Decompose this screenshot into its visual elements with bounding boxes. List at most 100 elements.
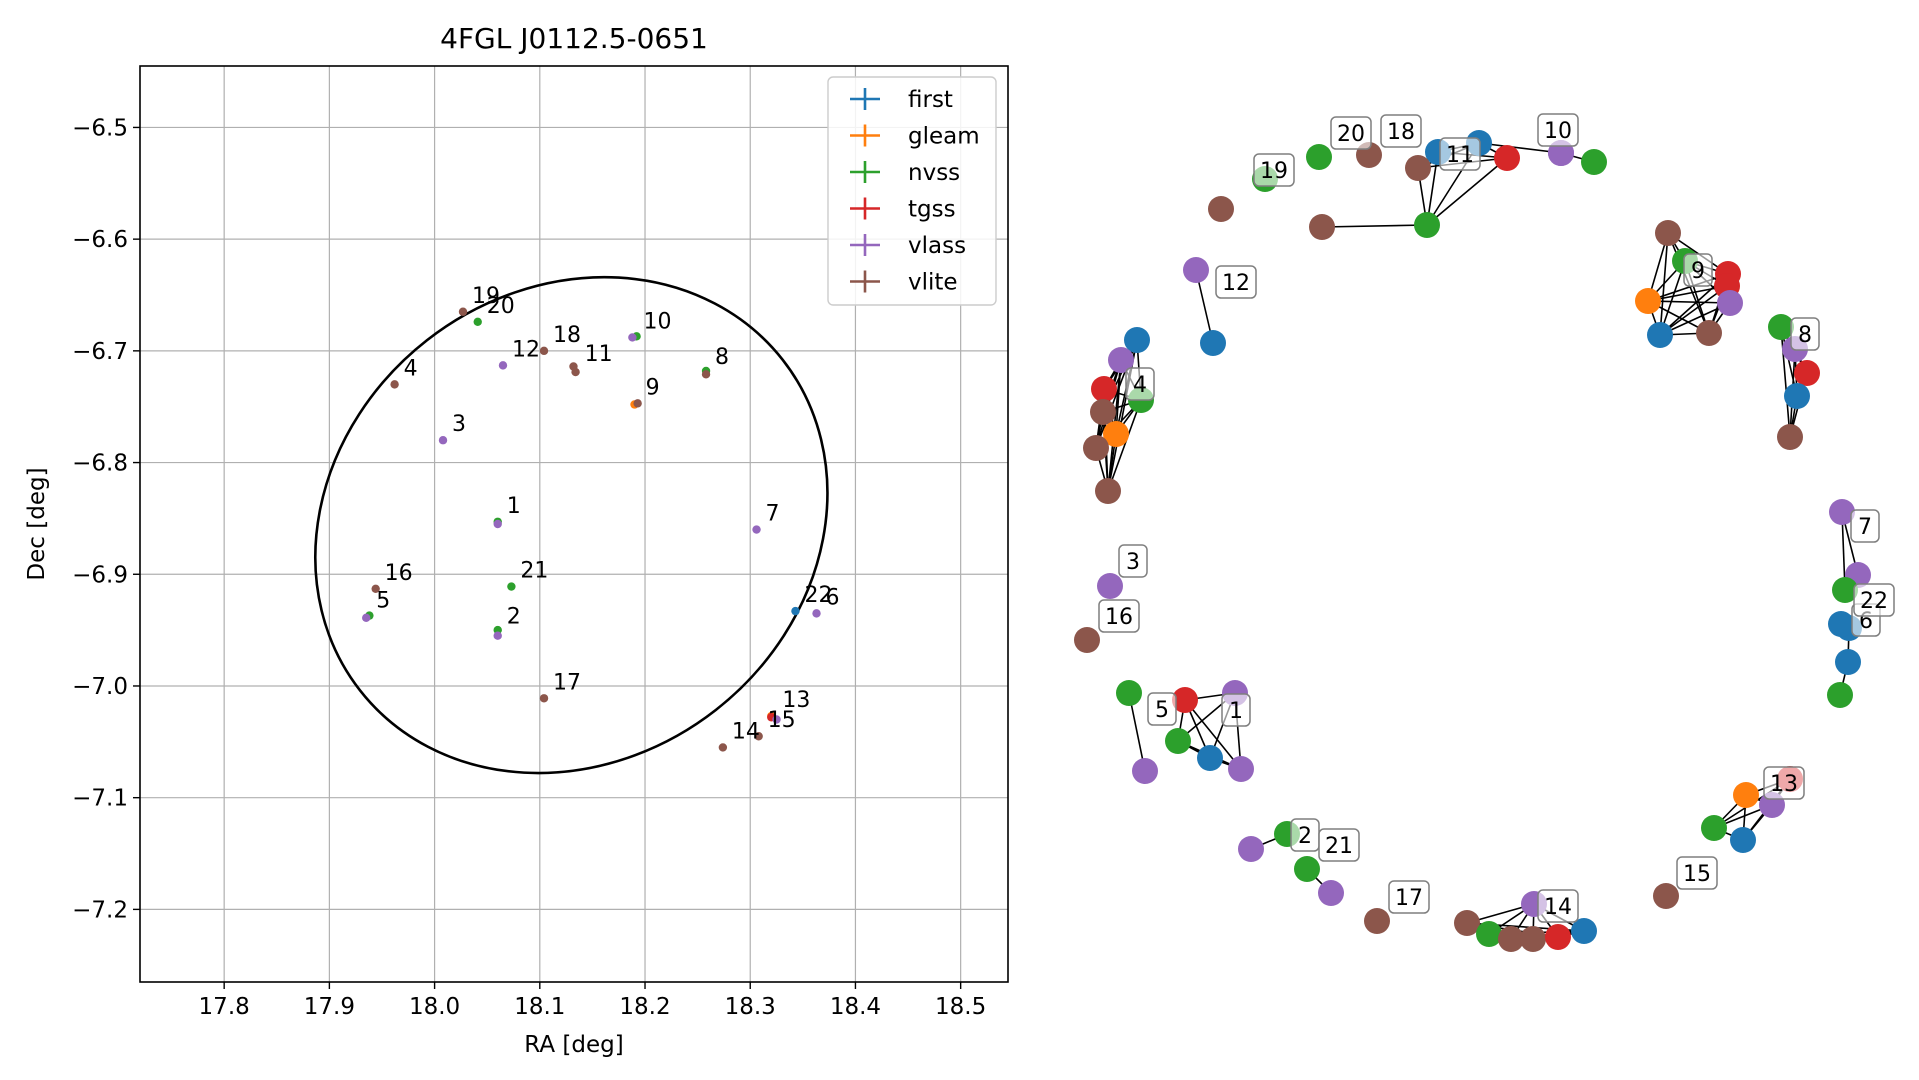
legend-label: tgss: [908, 197, 956, 223]
node-gleam: [1103, 421, 1129, 447]
node-label-box: [1147, 692, 1177, 726]
point-vlass: [628, 333, 637, 342]
point-label: 14: [732, 719, 760, 744]
node-label-1: 1: [1221, 693, 1251, 727]
node-vlass: [1318, 880, 1344, 906]
legend: first gleam nvss tgss vlass vlite: [827, 76, 997, 306]
node-tgss: [1794, 360, 1820, 386]
y-tick-label: −7.2: [72, 897, 128, 923]
node-label-9: 9: [1683, 253, 1713, 287]
point-vlite: [754, 732, 763, 741]
node-vlass: [1238, 836, 1264, 862]
node-first: [1571, 918, 1597, 944]
network-edges: [1095, 142, 1859, 940]
legend-entry-vlite: vlite: [850, 270, 958, 296]
node-first: [1835, 649, 1861, 675]
point-label: 20: [487, 294, 515, 319]
point-label: 7: [766, 502, 780, 527]
node-label-11: 11: [1439, 137, 1481, 171]
node-nvss: [1414, 212, 1440, 238]
point-vlite: [390, 380, 399, 389]
y-tick-label: −6.8: [72, 451, 128, 477]
node-label-15: 15: [1676, 856, 1718, 890]
node-label-text: 21: [1325, 834, 1353, 859]
node-vlite: [1083, 435, 1109, 461]
node-vlite: [1498, 926, 1524, 952]
node-vlass: [1829, 499, 1855, 525]
node-vlite: [1520, 926, 1546, 952]
node-first: [1730, 827, 1756, 853]
point-label: 3: [452, 412, 466, 437]
point-vlass: [438, 436, 448, 445]
node-nvss: [1827, 682, 1853, 708]
node-vlass: [1228, 756, 1254, 782]
point-vlite: [571, 367, 580, 377]
point-vlass: [772, 715, 781, 724]
y-tick-label: −6.5: [72, 115, 128, 141]
node-label-text: 5: [1155, 698, 1169, 723]
node-label-box: [1380, 114, 1422, 148]
node-label-text: 8: [1798, 323, 1812, 348]
node-label-text: 16: [1105, 605, 1133, 630]
node-label-box: [1388, 880, 1430, 914]
point-vlite: [633, 399, 642, 408]
node-label-box: [1125, 367, 1155, 401]
node-vlass: [1717, 290, 1743, 316]
y-axis-label: Dec [deg]: [24, 467, 50, 580]
point-vlass: [493, 519, 502, 529]
point-label: 11: [585, 342, 613, 367]
legend-label: nvss: [908, 160, 960, 186]
network-nodes: [1074, 130, 1871, 952]
point-vlite: [718, 743, 728, 752]
x-tick-label: 18.2: [619, 994, 670, 1020]
legend-entry-gleam: gleam: [850, 124, 980, 150]
node-first: [1647, 322, 1673, 348]
node-label-text: 15: [1683, 862, 1711, 887]
node-label-box: [1098, 599, 1140, 633]
node-first: [1197, 745, 1223, 771]
legend-entry-tgss: tgss: [850, 197, 956, 223]
node-label-18: 18: [1380, 114, 1422, 148]
node-label-5: 5: [1147, 692, 1177, 726]
legend-label: vlass: [908, 233, 966, 259]
point-label: 18: [553, 323, 581, 348]
network-edge: [1647, 285, 1728, 302]
node-label-2: 2: [1290, 818, 1320, 852]
node-first: [1828, 611, 1854, 637]
network-edge: [1426, 157, 1508, 226]
ellipse-outline: [314, 275, 829, 775]
node-vlite: [1208, 196, 1234, 222]
node-vlass: [1183, 257, 1209, 283]
point-vlite: [371, 584, 380, 593]
point-first: [791, 606, 800, 616]
node-vlite: [1309, 214, 1335, 240]
node-label-text: 17: [1395, 886, 1423, 911]
node-first: [1124, 327, 1150, 353]
node-nvss: [1768, 314, 1794, 340]
network-edge: [1128, 692, 1146, 772]
node-vlite: [1655, 220, 1681, 246]
y-tick-label: −6.9: [72, 562, 128, 588]
node-label-text: 11: [1446, 143, 1474, 168]
node-label-box: [1763, 766, 1805, 800]
point-label: 12: [512, 337, 540, 362]
node-label-box: [1318, 828, 1360, 862]
node-label-box: [1683, 253, 1713, 287]
node-nvss: [1116, 680, 1142, 706]
node-tgss: [1091, 376, 1117, 402]
chart-title: 4FGL J0112.5-0651: [440, 22, 708, 55]
node-vlite: [1090, 399, 1116, 425]
node-label-box: [1676, 856, 1718, 890]
network-edge: [1107, 399, 1142, 492]
node-label-text: 12: [1222, 271, 1250, 296]
node-label-10: 10: [1537, 113, 1579, 147]
network-edge: [1659, 285, 1728, 336]
legend-box: [827, 76, 997, 306]
node-vlite: [1405, 155, 1431, 181]
node-label-box: [1853, 583, 1895, 617]
legend-entry-vlass: vlass: [850, 233, 966, 259]
node-label-22: 22: [1853, 583, 1895, 617]
node-label-text: 1: [1229, 699, 1243, 724]
